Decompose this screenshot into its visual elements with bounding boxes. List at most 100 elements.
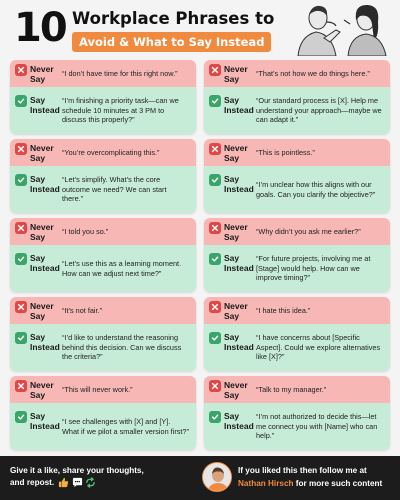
never-label-line2: Say <box>30 232 46 242</box>
never-say-row: Never Say “Talk to my manager.” <box>204 376 390 403</box>
phrase-card-8: Never Say “I hate this idea.” Say Instea… <box>204 297 390 371</box>
never-say-phrase: “You’re overcomplicating this.” <box>62 147 160 157</box>
never-say-label: Never Say <box>224 380 248 400</box>
say-instead-label: Say Instead <box>30 332 60 352</box>
x-icon <box>209 143 221 155</box>
man-illustration <box>297 5 341 56</box>
never-say-label: Never Say <box>30 301 54 321</box>
phrase-card-3: Never Say “You’re overcomplicating this.… <box>10 139 196 213</box>
title-number: 10 <box>14 5 68 51</box>
never-say-phrase: “I don’t have time for this right now.” <box>62 68 178 78</box>
say-label-line1: Say <box>30 95 46 105</box>
never-label-line2: Say <box>30 74 46 84</box>
never-label-line1: Never <box>30 64 54 74</box>
never-label-line2: Say <box>30 311 46 321</box>
say-instead-phrase: “Our standard process is [X]. Help me un… <box>256 96 382 125</box>
say-label-line1: Say <box>30 174 46 184</box>
x-icon <box>209 64 221 76</box>
say-instead-row: Say Instead “I’m finishing a priority ta… <box>10 87 196 134</box>
repost-icon <box>86 477 95 489</box>
author-name-link[interactable]: Nathan Hirsch <box>238 479 294 488</box>
say-instead-phrase: “I’d like to understand the reasoning be… <box>62 333 182 362</box>
never-say-row: Never Say “It’s not fair.” <box>10 297 196 324</box>
say-instead-phrase: “Let’s simplify. What’s the core outcome… <box>62 175 167 204</box>
never-say-phrase: “Why didn’t you ask me earlier?” <box>256 226 361 236</box>
x-icon <box>209 380 221 392</box>
say-label-line2: Instead <box>30 342 60 352</box>
say-label-line2: Instead <box>224 342 254 352</box>
never-say-phrase: “I told you so.” <box>62 226 109 236</box>
phrase-card-2: Never Say “That’s not how we do things h… <box>204 60 390 134</box>
reaction-icons <box>58 477 96 489</box>
page-subtitle-banner: Avoid & What to Say Instead <box>72 32 272 52</box>
never-label-line2: Say <box>224 311 240 321</box>
check-icon <box>15 174 27 186</box>
never-say-row: Never Say “You’re overcomplicating this.… <box>10 139 196 166</box>
say-instead-row: Say Instead “I have concerns about [Spec… <box>204 324 390 371</box>
never-label-line1: Never <box>224 380 248 390</box>
never-say-row: Never Say “I don’t have time for this ri… <box>10 60 196 87</box>
comment-icon <box>72 478 82 488</box>
say-label-line1: Say <box>224 95 240 105</box>
say-label-line2: Instead <box>30 421 60 431</box>
say-instead-phrase: “I’m unclear how this aligns with our go… <box>256 180 376 199</box>
say-instead-label: Say Instead <box>224 411 254 431</box>
say-label-line1: Say <box>30 253 46 263</box>
say-instead-label: Say Instead <box>224 95 254 115</box>
thumbs-up-icon <box>59 478 69 488</box>
never-label-line1: Never <box>224 222 248 232</box>
never-say-phrase: “Talk to my manager.” <box>256 384 327 394</box>
never-say-label: Never Say <box>224 64 248 84</box>
check-icon <box>209 174 221 186</box>
say-label-line2: Instead <box>30 105 60 115</box>
never-label-line2: Say <box>30 390 46 400</box>
never-label-line1: Never <box>30 222 54 232</box>
say-instead-label: Say Instead <box>224 332 254 352</box>
say-label-line2: Instead <box>224 263 254 273</box>
footer: Give it a like, share your thoughts, and… <box>0 456 400 500</box>
say-instead-row: Say Instead “I’d like to understand the … <box>10 324 196 371</box>
x-icon <box>15 301 27 313</box>
never-say-row: Never Say “This is pointless.” <box>204 139 390 166</box>
x-icon <box>15 222 27 234</box>
never-say-phrase: “I hate this idea.” <box>256 305 311 315</box>
people-conversation-illustration <box>297 4 387 56</box>
never-say-row: Never Say “That’s not how we do things h… <box>204 60 390 87</box>
say-instead-row: Say Instead “For future projects, involv… <box>204 245 390 292</box>
phrase-card-4: Never Say “This is pointless.” Say Inste… <box>204 139 390 213</box>
never-say-label: Never Say <box>30 64 54 84</box>
never-label-line2: Say <box>224 390 240 400</box>
never-label-line2: Say <box>30 153 46 163</box>
say-label-line1: Say <box>224 332 240 342</box>
never-say-label: Never Say <box>30 380 54 400</box>
engagement-line2: and repost. <box>10 478 55 488</box>
author-avatar[interactable] <box>202 462 232 492</box>
check-icon <box>15 411 27 423</box>
follow-line1: If you liked this then follow me at <box>238 466 367 475</box>
never-say-phrase: “It’s not fair.” <box>62 305 103 315</box>
say-instead-label: Say Instead <box>224 174 254 194</box>
say-instead-label: Say Instead <box>30 411 60 431</box>
say-instead-label: Say Instead <box>224 253 254 273</box>
say-label-line1: Say <box>224 174 240 184</box>
say-instead-phrase: “I’m finishing a priority task—can we sc… <box>62 96 179 125</box>
page-title: Workplace Phrases to <box>72 9 275 28</box>
never-say-phrase: “This will never work.” <box>62 384 133 394</box>
never-say-phrase: “That’s not how we do things here.” <box>256 68 370 78</box>
never-label-line1: Never <box>30 301 54 311</box>
never-say-label: Never Say <box>30 143 54 163</box>
never-label-line1: Never <box>224 143 248 153</box>
say-label-line2: Instead <box>224 421 254 431</box>
x-icon <box>15 380 27 392</box>
check-icon <box>209 332 221 344</box>
phrase-card-9: Never Say “This will never work.” Say In… <box>10 376 196 450</box>
phrase-card-10: Never Say “Talk to my manager.” Say Inst… <box>204 376 390 450</box>
never-label-line1: Never <box>30 143 54 153</box>
never-say-label: Never Say <box>224 301 248 321</box>
never-say-row: Never Say “This will never work.” <box>10 376 196 403</box>
say-label-line2: Instead <box>30 184 60 194</box>
say-instead-phrase: “I’m not authorized to decide this—let m… <box>256 412 378 441</box>
say-instead-row: Say Instead “Let’s use this as a learnin… <box>10 245 196 292</box>
never-say-label: Never Say <box>224 222 248 242</box>
never-say-row: Never Say “I hate this idea.” <box>204 297 390 324</box>
